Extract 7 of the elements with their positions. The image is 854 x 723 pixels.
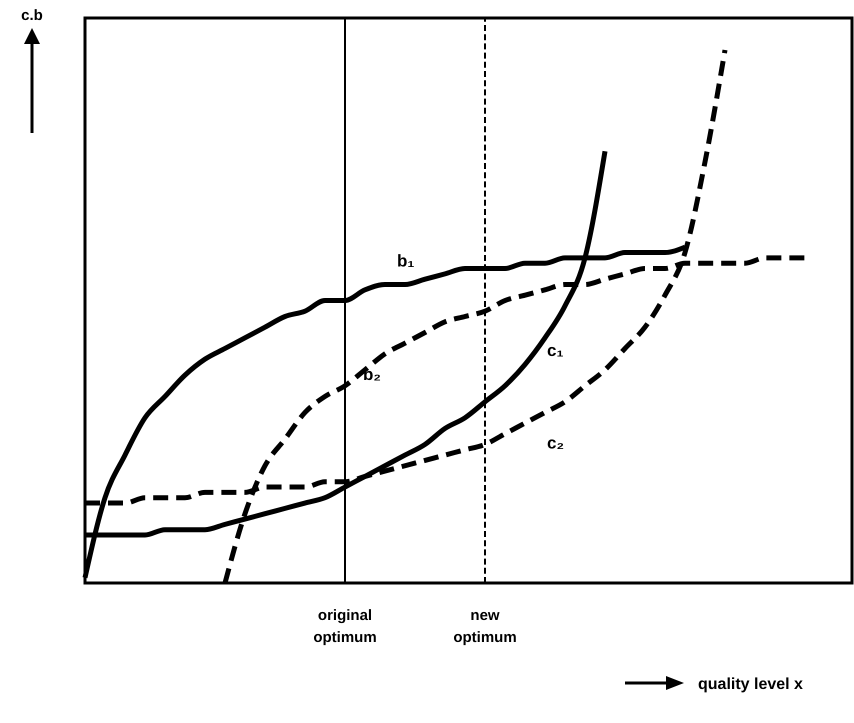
series-label: b₁	[397, 252, 414, 271]
series-label: c₁	[547, 340, 564, 360]
x-tick-label: new optimum	[453, 607, 517, 646]
x-tick-label: original optimum	[313, 607, 377, 646]
text: quality level x	[698, 676, 804, 693]
series-label: c₂	[547, 433, 564, 452]
y-axis-title: c.b	[21, 7, 43, 24]
